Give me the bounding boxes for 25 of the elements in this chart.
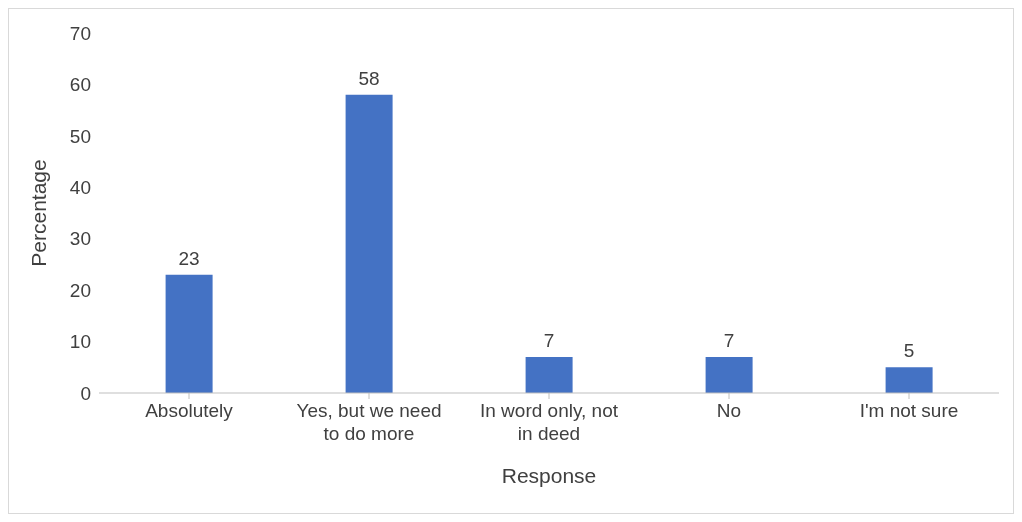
y-tick-label: 20	[69, 279, 91, 301]
bar	[525, 357, 573, 393]
y-tick-label: 70	[69, 22, 91, 44]
bar	[165, 274, 213, 393]
data-label: 7	[723, 330, 735, 351]
y-tick-label: 0	[80, 382, 91, 404]
x-tick-label: Yes, but we need to do more	[296, 400, 442, 444]
x-tick-label: I'm not sure	[859, 400, 959, 421]
x-tick-label: No	[716, 400, 742, 421]
bar	[885, 367, 933, 393]
data-label: 7	[543, 330, 555, 351]
bar	[705, 357, 753, 393]
data-label: 23	[178, 247, 200, 269]
x-axis-title: Response	[501, 464, 597, 487]
y-tick-label: 60	[69, 74, 91, 96]
data-label: 58	[358, 67, 380, 89]
y-tick-label: 10	[69, 331, 91, 353]
bar	[345, 94, 393, 393]
x-tick-label: Absolutely	[145, 400, 234, 421]
y-tick-label: 40	[69, 177, 91, 199]
x-tick-label: In word only, not in deed	[479, 400, 619, 444]
y-tick-label: 30	[69, 228, 91, 250]
y-tick-label: 50	[69, 125, 91, 147]
data-label: 5	[903, 340, 915, 362]
y-axis-title: Percentage	[27, 159, 51, 267]
